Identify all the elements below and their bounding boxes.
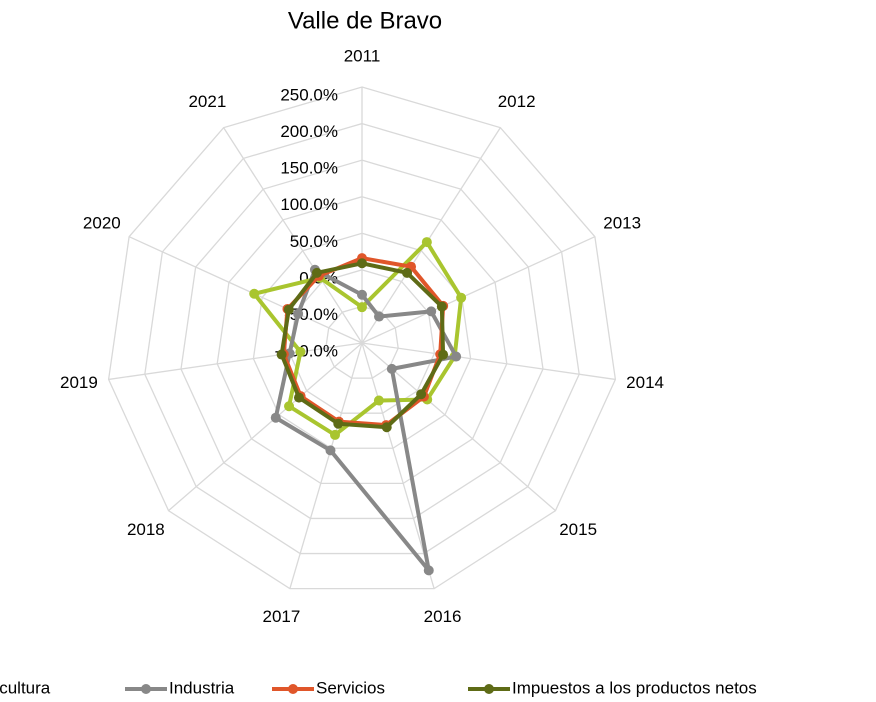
- grid-ring: [216, 196, 508, 485]
- legend-marker: [141, 684, 151, 694]
- series-line: [279, 261, 446, 430]
- legend-label: Servicios: [316, 678, 385, 697]
- category-label: 2013: [603, 214, 641, 233]
- spoke: [128, 236, 363, 344]
- legend-label: Industria: [169, 678, 235, 697]
- category-label: 2016: [424, 607, 462, 626]
- series-line: [273, 267, 459, 573]
- data-point: [293, 392, 304, 403]
- data-point: [283, 304, 294, 315]
- spoke: [168, 342, 363, 512]
- grid-ring: [325, 305, 399, 379]
- spoke: [361, 127, 501, 344]
- data-point: [423, 565, 434, 576]
- spoke: [223, 127, 363, 344]
- r-tick-label: 150.0%: [280, 159, 338, 178]
- data-point: [386, 363, 397, 374]
- category-label: 2019: [60, 373, 98, 392]
- category-label: 2017: [263, 607, 301, 626]
- data-point: [416, 389, 427, 400]
- data-point: [276, 349, 287, 360]
- grid-ring: [144, 122, 580, 555]
- data-point: [270, 412, 281, 423]
- spoke: [361, 236, 596, 344]
- data-point: [421, 237, 432, 248]
- r-tick-label: 50.0%: [290, 232, 338, 251]
- category-label: 2015: [559, 520, 597, 539]
- data-point: [436, 301, 447, 312]
- r-tick-label: 100.0%: [280, 195, 338, 214]
- grid-ring: [107, 86, 617, 590]
- data-point: [374, 311, 385, 322]
- data-point: [330, 429, 341, 440]
- data-point: [284, 401, 295, 412]
- r-tick-label: 200.0%: [280, 122, 338, 141]
- category-label: 2018: [127, 520, 165, 539]
- data-point: [333, 418, 344, 429]
- category-label: 2011: [344, 46, 381, 65]
- legend-label: Agricultura: [0, 678, 51, 697]
- chart-title: Valle de Bravo: [288, 7, 442, 34]
- spoke: [361, 342, 616, 381]
- data-point: [249, 288, 260, 299]
- data-point: [402, 267, 413, 278]
- spoke: [108, 342, 363, 381]
- category-label: 2012: [498, 92, 536, 111]
- data-point: [357, 289, 367, 300]
- spoke: [289, 342, 363, 589]
- data-point: [325, 445, 336, 456]
- category-label: 2021: [188, 92, 226, 111]
- data-point: [426, 306, 437, 317]
- data-point: [357, 258, 367, 269]
- data-point: [373, 395, 384, 406]
- data-point: [456, 292, 467, 303]
- legend-marker: [484, 684, 494, 694]
- data-point: [381, 422, 392, 433]
- data-point: [451, 351, 462, 362]
- data-point: [295, 346, 306, 357]
- r-tick-label: 250.0%: [280, 85, 338, 104]
- category-label: 2020: [83, 214, 121, 233]
- category-label: 2014: [626, 373, 664, 392]
- legend-label: Impuestos a los productos netos: [512, 678, 757, 697]
- series-line: [252, 240, 464, 437]
- data-point: [438, 349, 449, 360]
- grid-ring: [180, 159, 544, 520]
- data-point: [357, 302, 367, 313]
- data-point: [293, 308, 304, 319]
- legend-marker: [288, 684, 298, 694]
- data-point: [311, 267, 322, 278]
- spoke: [361, 342, 435, 589]
